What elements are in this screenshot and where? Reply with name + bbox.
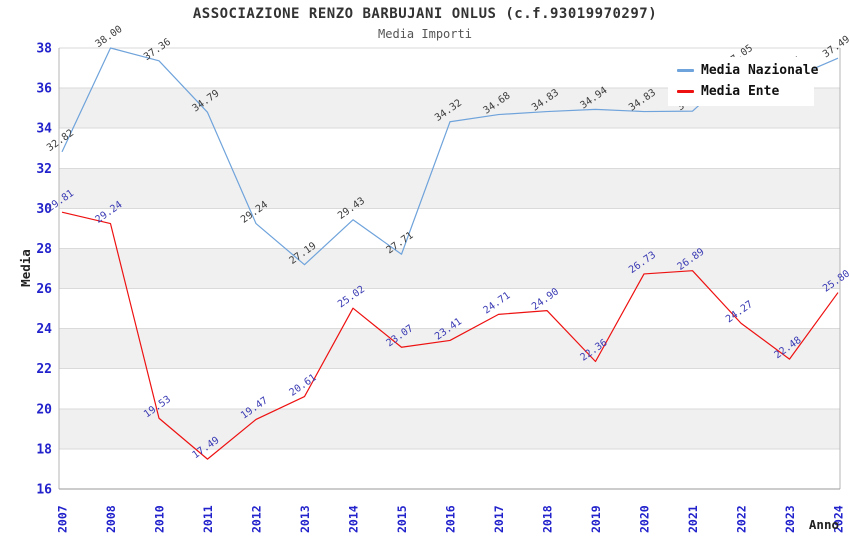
chart-title: ASSOCIAZIONE RENZO BARBUJANI ONLUS (c.f.… [192,6,658,22]
x-tick-label: 2018 [541,505,555,533]
y-tick-label: 32 [36,162,52,177]
plot-band [59,408,840,449]
plot-band [59,448,840,489]
y-tick-label: 22 [36,362,52,377]
plot-band [59,248,840,289]
ente-line-swatch [677,90,694,93]
x-tick-label: 2021 [686,505,700,533]
y-tick-label: 18 [36,442,52,457]
plot-band [59,128,840,169]
x-tick-label: 2015 [395,505,409,533]
y-tick-label: 24 [36,322,52,337]
y-tick-label: 30 [36,202,52,217]
y-tick-label: 36 [36,82,52,97]
plot-band [59,288,840,329]
plot-band [59,168,840,209]
x-tick-label: 2012 [250,505,264,533]
y-tick-label: 34 [36,122,52,137]
y-tick-label: 20 [36,402,52,417]
x-tick-label: 2022 [735,505,749,533]
x-tick-label: 2008 [104,505,118,533]
legend: Media Nazionale Media Ente [668,57,818,106]
x-tick-label: 2016 [444,505,458,533]
x-tick-label: 2017 [492,505,506,533]
plot-band [59,328,840,369]
chart-subtitle: Media Importi [378,27,472,41]
series-line-ente [61,211,839,460]
legend-item-media-nazionale: Media Nazionale [668,60,818,81]
legend-label-nazionale: Media Nazionale [701,63,819,78]
x-tick-label: 2020 [638,505,652,533]
plot-band [59,368,840,409]
x-tick-label: 2013 [298,505,312,533]
x-tick-label: 2019 [589,505,603,533]
legend-item-media-ente: Media Ente [668,81,814,102]
x-tick-label: 2010 [153,505,167,533]
y-tick-label: 38 [36,42,52,57]
x-axis-title: Anno [809,517,839,532]
y-tick-label: 16 [36,483,52,498]
x-tick-label: 2011 [201,505,215,533]
plot-band [59,208,840,249]
x-tick-label: 2007 [56,505,70,533]
y-tick-label: 26 [36,282,52,297]
nazionale-line-swatch [677,69,694,72]
x-tick-label: 2024 [832,505,846,533]
legend-label-ente: Media Ente [701,84,780,99]
x-tick-label: 2014 [347,505,361,533]
y-tick-label: 28 [36,242,52,257]
y-axis-title: Media [18,249,33,287]
x-tick-label: 2023 [783,505,797,533]
